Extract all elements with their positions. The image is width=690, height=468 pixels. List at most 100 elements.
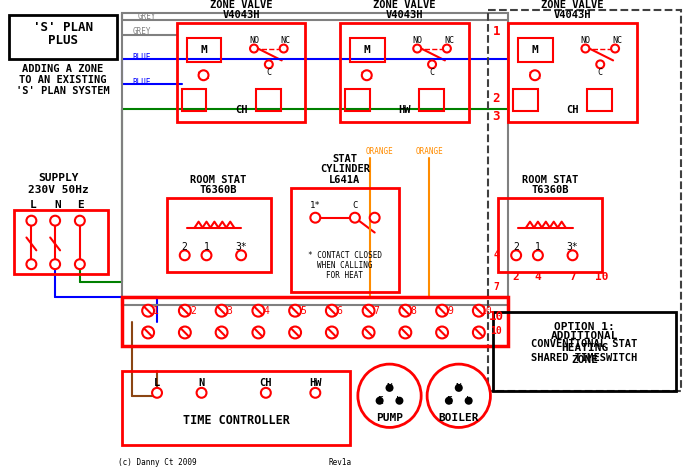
- Bar: [345, 89, 370, 111]
- Circle shape: [377, 398, 382, 404]
- Circle shape: [436, 305, 448, 317]
- Text: 1*: 1*: [310, 201, 321, 210]
- Circle shape: [199, 70, 208, 80]
- Text: E: E: [446, 396, 452, 406]
- Circle shape: [75, 216, 85, 226]
- Text: V4043H: V4043H: [222, 10, 260, 20]
- Circle shape: [142, 327, 154, 338]
- Circle shape: [362, 70, 372, 80]
- Circle shape: [289, 327, 301, 338]
- Text: BLUE: BLUE: [132, 78, 151, 87]
- Bar: [256, 89, 281, 111]
- Text: 1: 1: [153, 306, 159, 316]
- Text: ZONE VALVE: ZONE VALVE: [373, 0, 435, 10]
- Text: * CONTACT CLOSED: * CONTACT CLOSED: [308, 251, 382, 260]
- Bar: [122, 297, 509, 346]
- Bar: [122, 13, 509, 305]
- Circle shape: [180, 250, 190, 260]
- Text: ZONE VALVE: ZONE VALVE: [210, 0, 273, 10]
- Circle shape: [428, 60, 436, 68]
- Circle shape: [596, 60, 604, 68]
- Text: GREY: GREY: [132, 27, 151, 36]
- Text: 4: 4: [264, 306, 269, 316]
- Text: NO: NO: [412, 36, 422, 45]
- Circle shape: [75, 259, 85, 269]
- Circle shape: [142, 305, 154, 317]
- Bar: [181, 89, 206, 111]
- Text: CONVENTIONAL STAT: CONVENTIONAL STAT: [531, 339, 638, 349]
- Circle shape: [179, 305, 191, 317]
- Text: NO: NO: [580, 36, 591, 45]
- Text: 2: 2: [181, 242, 188, 252]
- Circle shape: [582, 44, 589, 52]
- Text: 10: 10: [481, 306, 493, 316]
- Circle shape: [289, 305, 301, 317]
- Text: PLUS: PLUS: [48, 34, 78, 47]
- Circle shape: [197, 388, 206, 398]
- Circle shape: [216, 305, 228, 317]
- Bar: [122, 371, 350, 445]
- Circle shape: [446, 398, 452, 404]
- Text: 'S' PLAN: 'S' PLAN: [33, 21, 93, 34]
- Text: 2: 2: [513, 272, 520, 282]
- Circle shape: [358, 364, 421, 427]
- Circle shape: [473, 305, 485, 317]
- Bar: [177, 23, 306, 122]
- Text: L641A: L641A: [329, 175, 361, 185]
- Text: CH: CH: [259, 378, 272, 388]
- Bar: [489, 10, 681, 391]
- Bar: [167, 198, 270, 272]
- Text: 10: 10: [489, 310, 504, 323]
- Text: 10: 10: [595, 272, 609, 282]
- Text: CYLINDER: CYLINDER: [320, 164, 370, 174]
- Circle shape: [530, 70, 540, 80]
- Text: ROOM STAT: ROOM STAT: [522, 175, 578, 185]
- Text: ADDING A ZONE: ADDING A ZONE: [22, 64, 104, 74]
- Text: NO: NO: [249, 36, 259, 45]
- Text: 4: 4: [535, 272, 541, 282]
- Bar: [498, 198, 602, 272]
- Circle shape: [326, 327, 338, 338]
- Text: SUPPLY: SUPPLY: [38, 173, 79, 183]
- Text: STAT: STAT: [333, 154, 357, 164]
- Circle shape: [427, 364, 491, 427]
- Circle shape: [310, 213, 320, 223]
- Text: SHARED TIMESWITCH: SHARED TIMESWITCH: [531, 353, 638, 363]
- Text: 3: 3: [493, 110, 500, 123]
- Text: ORANGE: ORANGE: [366, 147, 393, 156]
- Text: CH: CH: [566, 105, 579, 115]
- Text: L: L: [466, 396, 471, 406]
- Circle shape: [265, 60, 273, 68]
- Text: 9: 9: [447, 306, 453, 316]
- Text: 8: 8: [411, 306, 416, 316]
- Text: M: M: [364, 44, 370, 54]
- Text: C: C: [430, 68, 435, 77]
- Text: ORANGE: ORANGE: [415, 147, 443, 156]
- Circle shape: [386, 385, 393, 391]
- Text: BOILER: BOILER: [439, 413, 479, 423]
- Circle shape: [26, 259, 37, 269]
- Circle shape: [397, 398, 402, 404]
- Text: 1: 1: [535, 242, 541, 252]
- Text: BLUE: BLUE: [132, 53, 151, 62]
- Text: 7: 7: [373, 306, 380, 316]
- Text: 1: 1: [204, 242, 210, 252]
- Text: HW: HW: [309, 378, 322, 388]
- Bar: [493, 312, 676, 391]
- Text: L: L: [30, 200, 37, 210]
- Circle shape: [50, 259, 60, 269]
- Circle shape: [370, 213, 380, 223]
- Text: 5: 5: [300, 306, 306, 316]
- Circle shape: [436, 327, 448, 338]
- Text: N: N: [199, 378, 205, 388]
- Text: 3: 3: [226, 306, 233, 316]
- Text: 7: 7: [493, 282, 500, 292]
- Text: M: M: [200, 44, 207, 54]
- Bar: [513, 89, 538, 111]
- Circle shape: [568, 250, 578, 260]
- Circle shape: [413, 44, 421, 52]
- Text: 4: 4: [493, 250, 500, 260]
- Text: C: C: [352, 201, 357, 210]
- Text: NC: NC: [444, 36, 454, 45]
- Text: GREY: GREY: [137, 12, 156, 22]
